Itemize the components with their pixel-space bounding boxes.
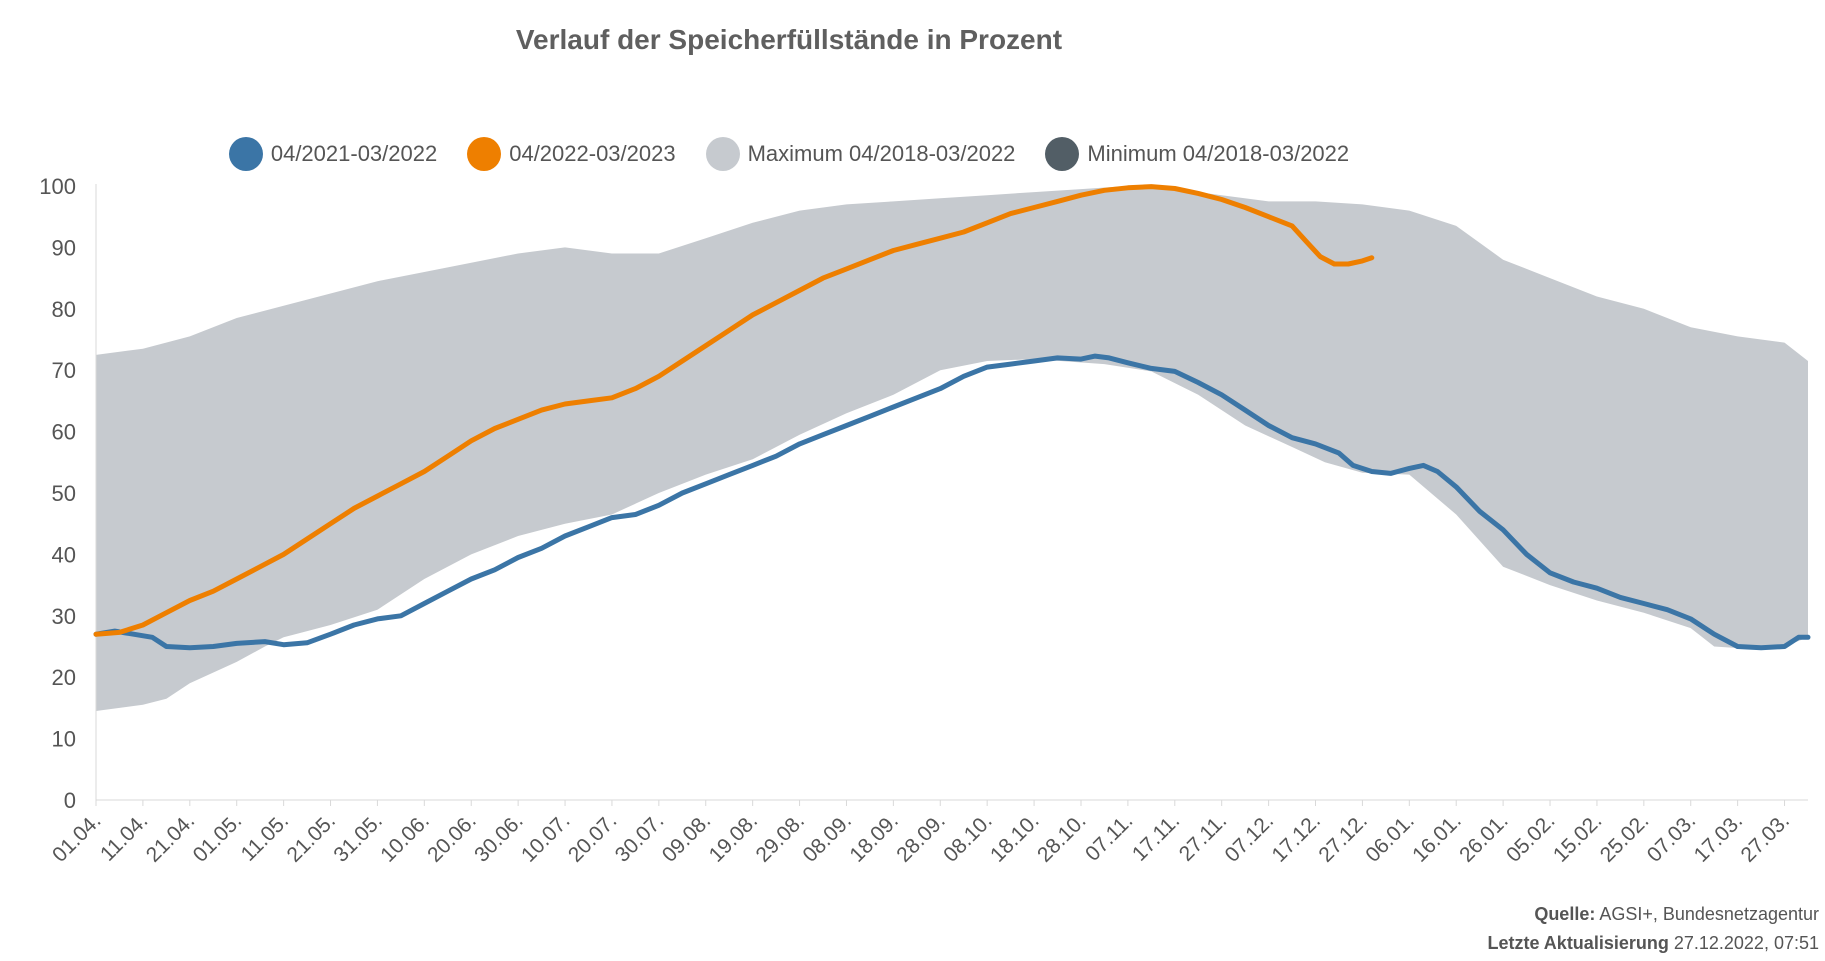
x-tick-label: 19.08. [705, 809, 763, 867]
x-tick-label: 17.03. [1690, 809, 1748, 867]
x-tick-label: 07.03. [1643, 809, 1701, 867]
legend-item: Maximum 04/2018-03/2022 [705, 137, 1016, 171]
x-tick-label: 08.09. [798, 809, 856, 867]
x-tick-label: 08.10. [939, 809, 997, 867]
x-tick-label: 18.09. [845, 809, 903, 867]
legend-swatch [1045, 137, 1080, 171]
series-line [93, 184, 1375, 637]
y-tick-label: 40 [52, 542, 76, 567]
legend: 04/2021-03/2022 04/2022-03/2023 Maximum 04… [0, 137, 1578, 171]
x-tick-label: 27.11. [1175, 809, 1231, 865]
x-tick-label: 11.04. [96, 809, 152, 865]
x-tick-label: 17.11. [1128, 809, 1184, 865]
x-tick-label: 21.05. [283, 809, 341, 867]
x-tick-label: 21.04. [142, 809, 200, 867]
x-tick-label: 29.08. [752, 809, 810, 867]
x-tick-label: 06.01. [1361, 809, 1419, 867]
chart-title: Verlauf der Speicherfüllstände in Prozen… [515, 24, 1063, 55]
x-tick-label: 25.02. [1596, 809, 1654, 867]
update-value: 27.12.2022, 07:51 [1673, 933, 1819, 953]
update-note: Letzte Aktualisierung 27.12.2022, 07:51 [1487, 933, 1819, 954]
x-tick-label: 17.12. [1267, 809, 1325, 867]
legend-swatch [705, 137, 740, 171]
y-tick-label: 70 [52, 358, 76, 383]
x-tick-label: 10.06. [376, 809, 434, 867]
x-tick-label: 20.06. [423, 809, 481, 867]
x-tick-label: 30.07. [611, 809, 669, 867]
x-tick-label: 10.07. [517, 809, 575, 867]
x-tick-label: 26.01. [1455, 809, 1513, 867]
max-min-band [96, 186, 1808, 711]
x-tick-label: 28.09. [892, 809, 950, 867]
update-label: Letzte Aktualisierung [1487, 933, 1669, 953]
y-tick-label: 30 [52, 604, 76, 629]
x-tick-label: 11.05. [237, 809, 293, 865]
x-tick-label: 16.01. [1408, 809, 1466, 867]
x-tick-label: 15.02. [1549, 809, 1607, 867]
y-tick-label: 60 [52, 420, 76, 445]
legend-label: 04/2021-03/2022 [270, 141, 438, 166]
y-tick-label: 20 [52, 665, 76, 690]
x-tick-label: 07.11. [1081, 809, 1137, 865]
source-note: Quelle: AGSI+, Bundesnetzagentur [1534, 904, 1819, 925]
y-tick-label: 80 [52, 297, 76, 322]
legend-label: Minimum 04/2018-03/2022 [1087, 141, 1350, 166]
x-tick-label: 20.07. [564, 809, 622, 867]
x-tick-label: 01.04. [48, 809, 106, 867]
legend-item: Minimum 04/2018-03/2022 [1045, 137, 1349, 171]
legend-swatch [467, 137, 502, 171]
x-tick-label: 01.05. [189, 809, 247, 867]
x-tick-label: 09.08. [658, 809, 716, 867]
x-tick-label: 18.10. [986, 809, 1044, 867]
legend-item: 04/2022-03/2023 [467, 137, 676, 171]
x-tick-label: 05.02. [1502, 809, 1560, 867]
x-tick-label: 27.03. [1737, 809, 1795, 867]
y-tick-label: 90 [52, 235, 76, 260]
legend-item: 04/2021-03/2022 [228, 137, 438, 171]
y-tick-label: 10 [52, 727, 76, 752]
legend-label: 04/2022-03/2023 [509, 141, 676, 166]
source-value: AGSI+, Bundesnetzagentur [1599, 904, 1819, 924]
source-label: Quelle: [1534, 904, 1596, 924]
y-tick-label: 100 [39, 174, 76, 199]
y-tick-label: 50 [52, 481, 76, 506]
legend-label: Maximum 04/2018-03/2022 [747, 141, 1016, 166]
x-tick-label: 27.12. [1314, 809, 1372, 867]
x-tick-label: 31.05. [329, 809, 387, 867]
x-tick-label: 07.12. [1221, 809, 1279, 867]
x-tick-label: 28.10. [1033, 809, 1091, 867]
series-line [93, 353, 1811, 651]
legend-swatch [228, 137, 263, 171]
y-tick-label: 0 [64, 788, 76, 813]
x-tick-label: 30.06. [470, 809, 528, 867]
